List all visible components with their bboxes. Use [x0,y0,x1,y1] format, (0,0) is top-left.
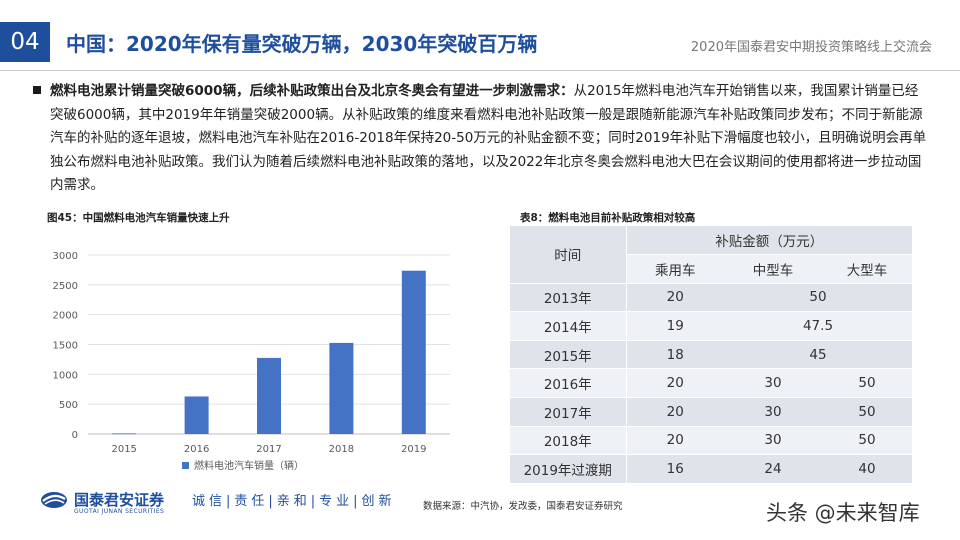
legend-label: 燃料电池汽车销量（辆） [194,459,304,472]
row-year: 2013年 [510,283,627,313]
x-tick-label: 2016 [184,444,209,455]
row-year: 2015年 [510,340,627,370]
body-lead: 燃料电池累计销量突破6000辆，后续补贴政策出台及北京冬奥会有望进一步刺激需求： [50,83,574,99]
bar [401,270,426,434]
row-passenger: 19 [626,311,724,341]
bar [112,433,137,435]
logo-chinese-name: 国泰君安证券 [74,491,165,509]
watermark: 头条 @未来智库 [766,501,920,525]
row-merged-value: 45 [724,340,912,370]
subsidy-table: 时间 补贴金额（万元） 乘用车 中型车 大型车 2013年 20 50 2014年 19… [510,226,912,484]
row-year: 2017年 [510,397,627,427]
row-medium: 30 [724,426,822,456]
section-number: 04 [0,22,50,62]
table-row: 2015年 18 45 [510,340,912,370]
header-divider [0,70,960,71]
row-medium: 30 [724,397,822,427]
row-medium: 30 [724,368,822,399]
y-tick-label: 2000 [53,311,78,322]
company-logo: 国泰君安证券 GUOTAI JUNAN SECURITIES 诚信|责任|亲和|… [40,488,440,518]
x-tick-label: 2015 [111,444,136,455]
table-subheader-row: 乘用车 中型车 大型车 [510,254,912,284]
table-row: 2016年 20 30 50 [510,368,912,399]
header-passenger-car: 乘用车 [626,254,724,284]
data-source-note: 数据来源：中汽协，发改委，国泰君安证券研究 [423,501,623,512]
y-tick-label: 2500 [53,281,78,292]
header-large-vehicle: 大型车 [822,254,912,284]
row-passenger: 20 [626,426,724,456]
body-paragraph: 燃料电池累计销量突破6000辆，后续补贴政策出台及北京冬奥会有望进一步刺激需求：… [50,80,930,198]
table-header-row: 时间 补贴金额（万元） [510,226,912,284]
row-merged-value: 47.5 [724,311,912,341]
table-title: 表8：燃料电池目前补贴政策相对较高 [520,212,696,224]
header-time: 时间 [510,226,627,284]
y-tick-label: 500 [59,400,78,411]
table-row: 2013年 20 50 [510,283,912,313]
header-medium-vehicle: 中型车 [724,254,822,284]
x-tick-label: 2017 [256,444,281,455]
header-subsidy-amount: 补贴金额（万元） [626,226,912,256]
y-tick-label: 1500 [53,341,78,352]
row-year: 2019年过渡期 [510,454,627,484]
y-tick-label: 1000 [53,370,78,381]
figure-title: 图45：中国燃料电池汽车销量快速上升 [47,212,230,224]
row-passenger: 20 [626,368,724,399]
row-passenger: 20 [626,283,724,313]
row-year: 2016年 [510,368,627,399]
legend-swatch [182,462,189,469]
row-medium: 24 [724,454,822,484]
company-slogan: 诚信|责任|亲和|专业|创新 [192,494,396,509]
row-passenger: 16 [626,454,724,484]
x-tick-label: 2018 [329,444,354,455]
row-large: 50 [822,426,912,456]
row-passenger: 20 [626,397,724,427]
conference-name: 2020年国泰君安中期投资策略线上交流会 [690,40,932,55]
logo-mark-icon [41,492,67,508]
logo-english-name: GUOTAI JUNAN SECURITIES [74,508,165,515]
table-row: 2018年 20 30 50 [510,426,912,456]
row-merged-value: 50 [724,283,912,313]
table-row: 2014年 19 47.5 [510,311,912,341]
bar [257,357,281,434]
row-large: 50 [822,368,912,399]
row-year: 2018年 [510,426,627,456]
table-row: 2017年 20 30 50 [510,397,912,427]
body-text: 从2015年燃料电池汽车开始销售以来，我国累计销量已经突破6000辆，其中201… [50,83,927,193]
x-tick-label: 2019 [401,444,426,455]
row-year: 2014年 [510,311,627,341]
bar [184,396,209,434]
slide-title: 中国：2020年保有量突破万辆，2030年突破百万辆 [66,32,538,56]
bullet-square-icon [33,86,41,94]
sales-bar-chart: 0 500 1000 1500 2000 2500 3000 2015 2016 2017 2018… [53,251,450,472]
row-passenger: 18 [626,340,724,370]
bar [329,342,354,434]
slide-header: 04 中国：2020年保有量突破万辆，2030年突破百万辆 2020年国泰君安中… [0,0,960,78]
y-tick-label: 3000 [53,251,78,262]
y-tick-label: 0 [72,430,78,441]
table-row: 2019年过渡期 16 24 40 [510,454,912,484]
row-large: 50 [822,397,912,427]
row-large: 40 [822,454,912,484]
